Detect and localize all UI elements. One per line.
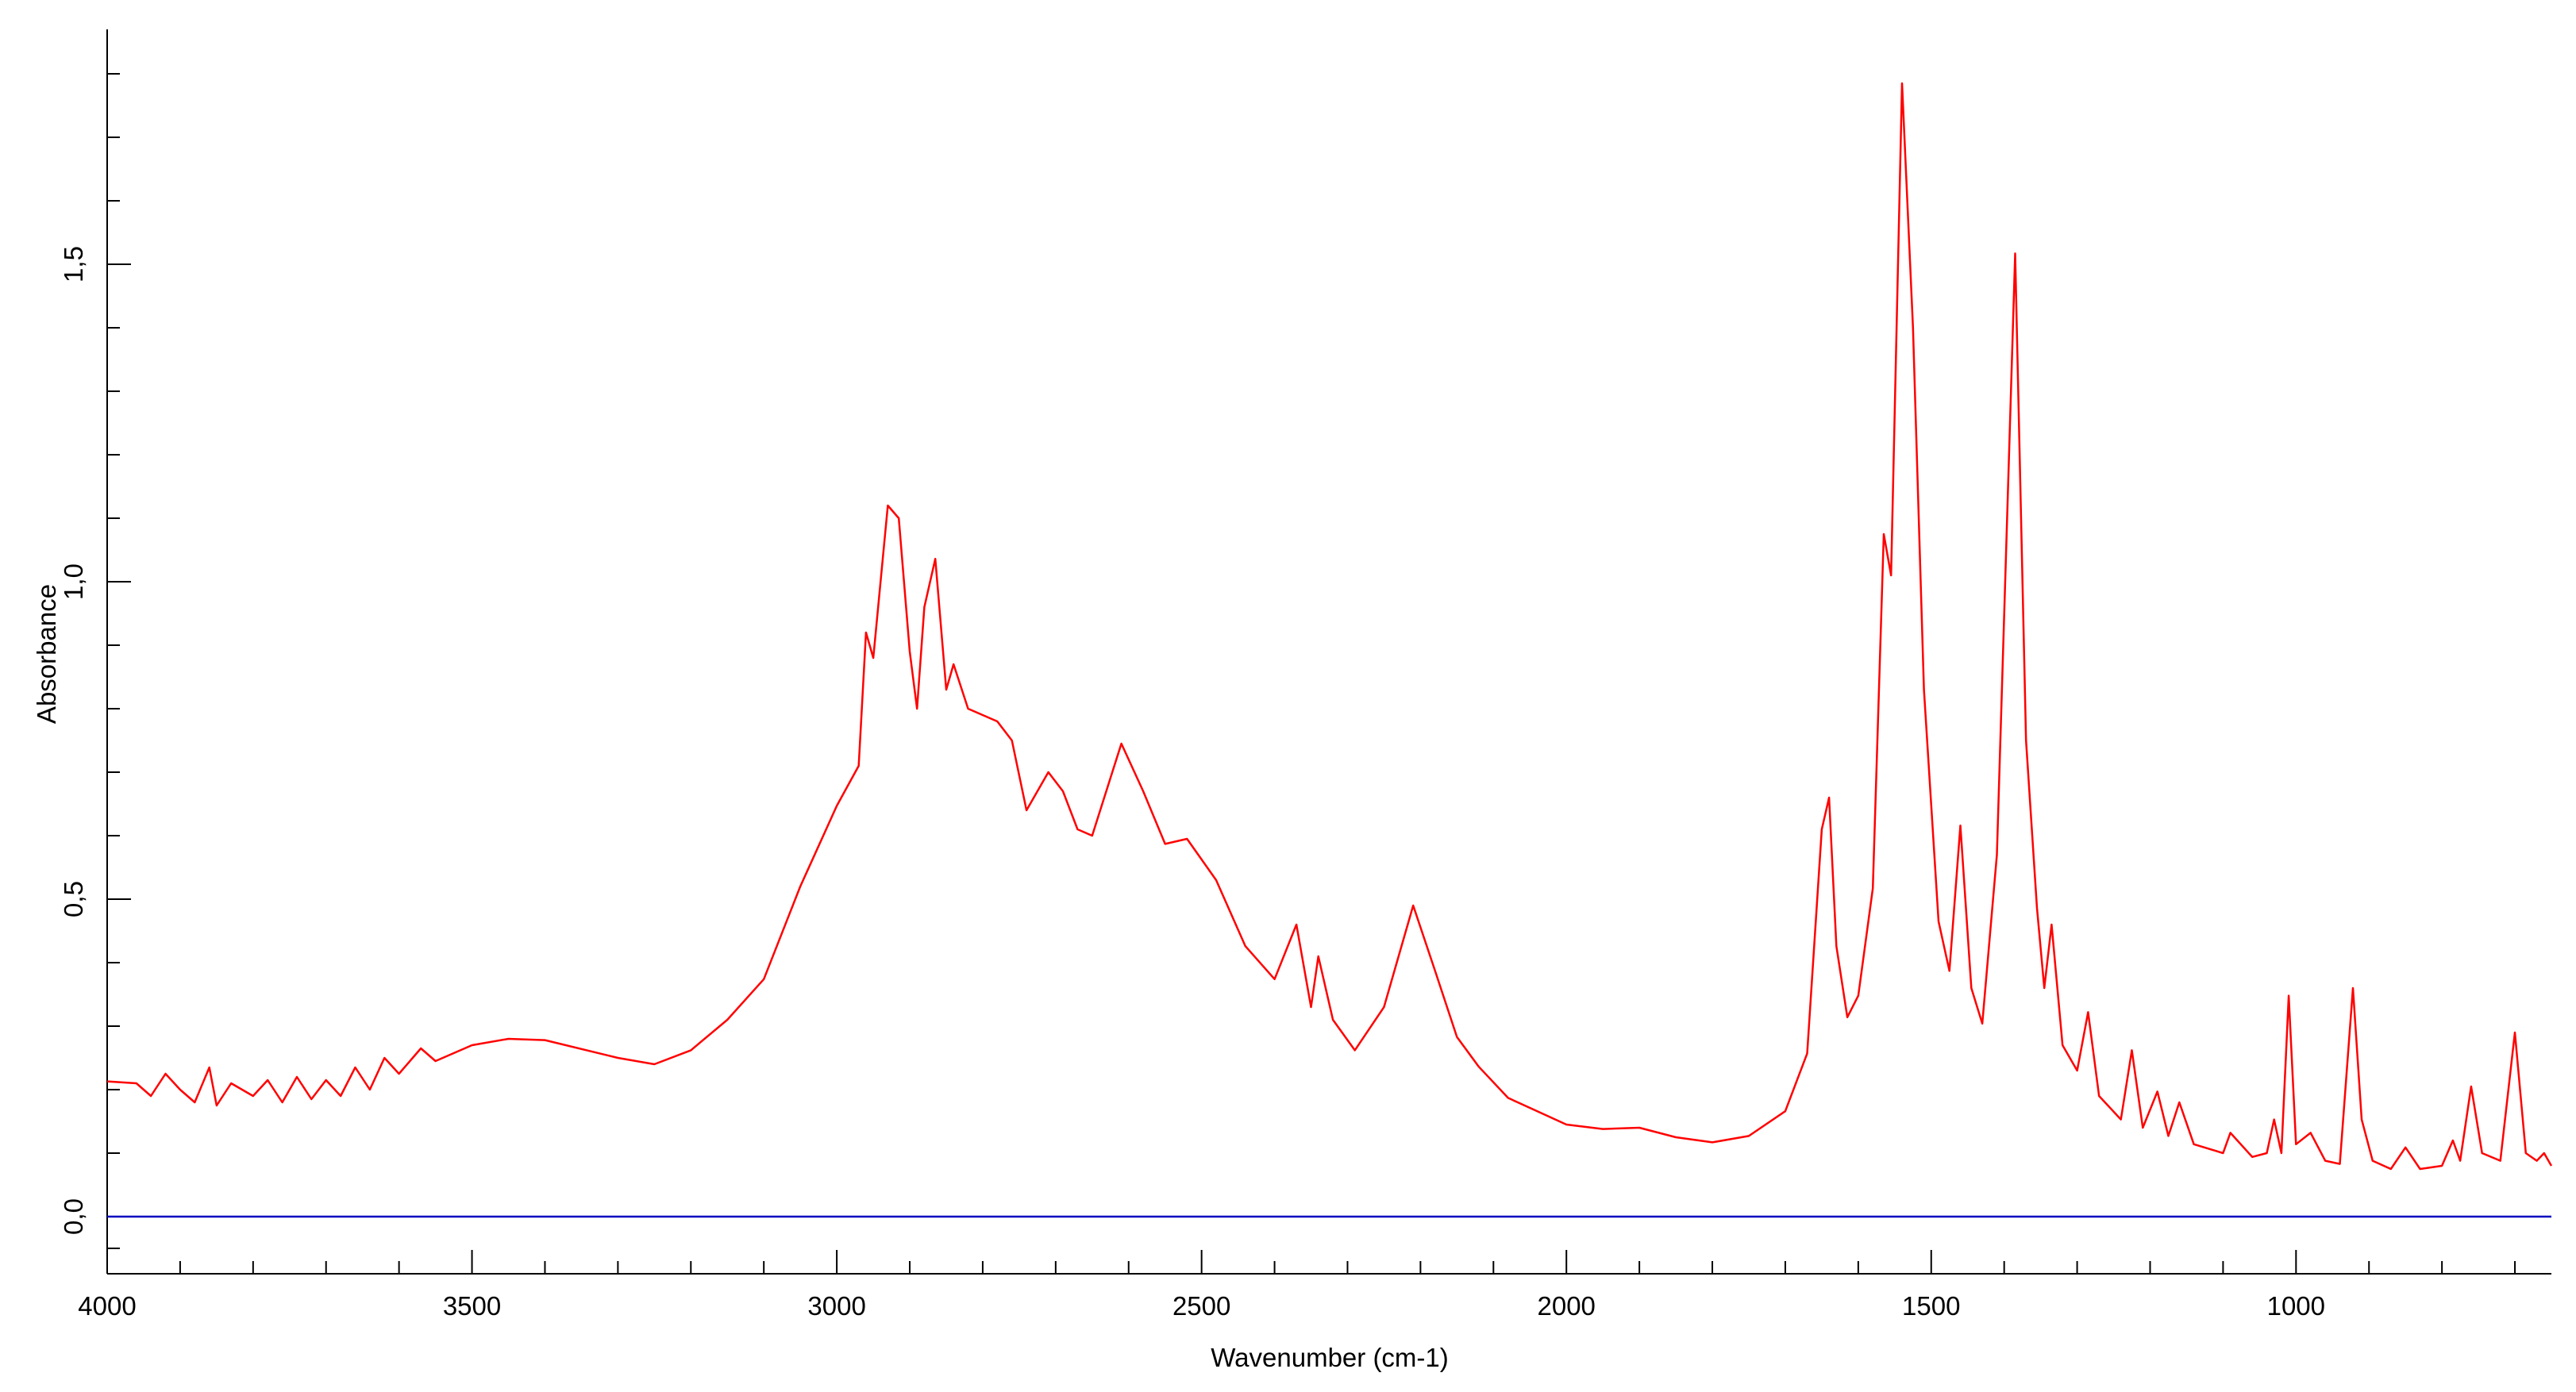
y-tick-label: 1,0 xyxy=(59,563,88,600)
x-tick-label: 2500 xyxy=(1172,1291,1230,1321)
x-tick-label: 3000 xyxy=(807,1291,865,1321)
x-tick-label: 1500 xyxy=(1902,1291,1960,1321)
y-tick-label: 1,5 xyxy=(59,246,88,283)
y-tick-label: 0,5 xyxy=(59,881,88,917)
x-axis-title: Wavenumber (cm-1) xyxy=(1211,1343,1449,1372)
x-tick-label: 3500 xyxy=(443,1291,501,1321)
x-tick-label: 2000 xyxy=(1537,1291,1595,1321)
x-tick-label: 1000 xyxy=(2267,1291,2325,1321)
spectrum-line xyxy=(106,82,2553,1171)
y-axis-title: Absorbance xyxy=(32,584,61,724)
y-tick-label: 0,0 xyxy=(59,1198,88,1235)
x-tick-label: 4000 xyxy=(78,1291,136,1321)
